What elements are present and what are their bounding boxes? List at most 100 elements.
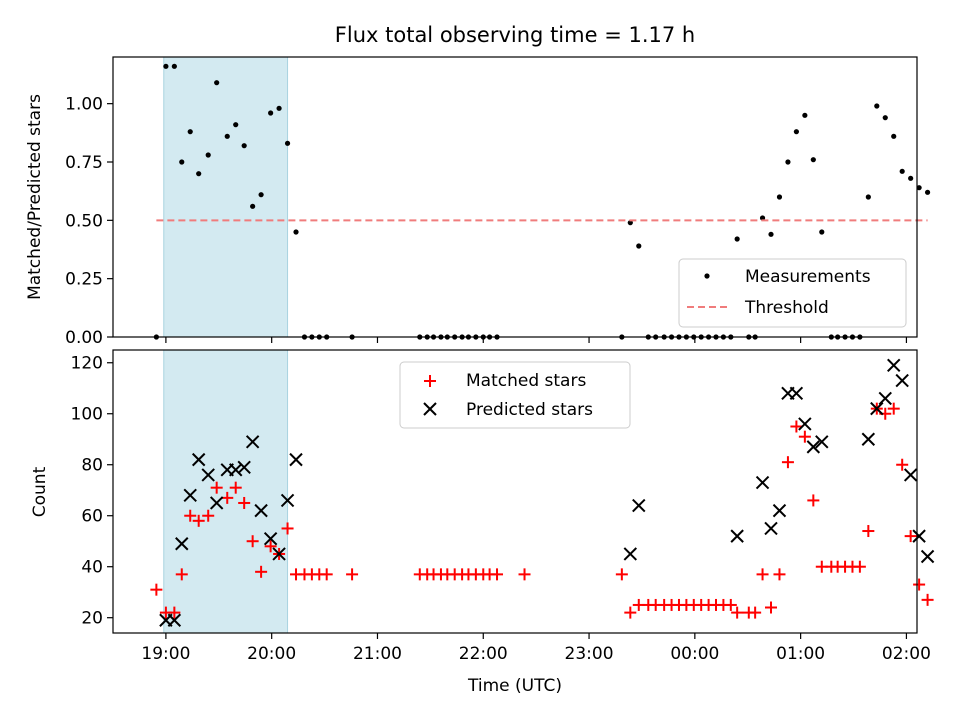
- measurement-point: [276, 105, 282, 111]
- matched-stars-point: [765, 601, 778, 614]
- matched-stars-point: [320, 568, 333, 581]
- measurement-point: [882, 115, 888, 121]
- predicted-stars-point: [254, 503, 268, 518]
- top-ytick-label: 0.50: [65, 211, 103, 231]
- top-ytick-label: 0.75: [65, 153, 103, 173]
- predicted-stars-point: [280, 493, 295, 508]
- bottom-ytick-label: 20: [81, 609, 103, 629]
- measurement-point: [759, 215, 766, 221]
- measurement-point: [802, 112, 808, 118]
- matched-stars-point: [238, 496, 251, 509]
- top-legend: Measurements Threshold: [678, 258, 907, 328]
- top-ytick-label: 1.00: [65, 95, 103, 115]
- matched-stars-point: [168, 606, 181, 619]
- predicted-stars-point: [167, 613, 182, 627]
- top-shaded-span: [163, 56, 289, 338]
- bottom-shaded-span: [163, 349, 289, 634]
- measurement-point: [187, 129, 193, 135]
- predicted-stars-point: [755, 475, 770, 490]
- bottom-ytick-label: 80: [81, 456, 103, 476]
- matched-stars-point: [807, 494, 820, 507]
- bottom-frame: [112, 349, 918, 634]
- matched-stars-point: [790, 420, 803, 433]
- predicted-stars-point: [229, 463, 243, 477]
- predicted-stars-point: [201, 468, 215, 482]
- measurement-point: [171, 63, 177, 69]
- predicted-stars-point: [764, 521, 778, 536]
- measurement-point: [874, 103, 880, 109]
- predicted-stars-point: [870, 401, 884, 416]
- matched-stars-point: [491, 568, 504, 581]
- matched-stars-point: [346, 568, 359, 581]
- bottom-legend: Matched stars Predicted stars: [399, 361, 631, 429]
- predicted-stars-point: [730, 529, 744, 543]
- bottom-xlabel: Time (UTC): [467, 676, 562, 696]
- matched-stars-point: [756, 568, 769, 581]
- legend-plus-marker: [424, 375, 436, 387]
- bottom-xtick-label: 02:00: [882, 644, 931, 664]
- predicted-stars-point: [183, 488, 197, 503]
- measurement-point: [916, 185, 922, 191]
- matched-stars-point: [896, 458, 909, 471]
- measurement-point: [196, 171, 202, 177]
- bottom-axis: 19:00 20:00 21:00 22:00 23:00 00:00 01:00 02:00…: [71, 354, 931, 664]
- predicted-stars-point: [861, 432, 876, 446]
- matched-stars-point: [221, 491, 234, 504]
- predicted-stars-point: [903, 468, 918, 482]
- measurement-point: [268, 110, 274, 116]
- measurement-point: [293, 229, 299, 235]
- top-ylabel: Matched/Predicted stars: [25, 94, 45, 300]
- matched-stars-point: [862, 525, 875, 538]
- chart-title: Flux total observing time = 1.17 h: [335, 23, 695, 47]
- matched-stars-point: [798, 430, 811, 443]
- matched-stars-point: [913, 578, 926, 591]
- legend-measurements: Measurements: [745, 267, 871, 287]
- measurement-point: [734, 236, 740, 242]
- matched-stars-point: [229, 481, 242, 494]
- measurement-point: [636, 243, 642, 249]
- bottom-ytick-label: 60: [81, 507, 103, 527]
- bottom-xtick-label: 00:00: [670, 644, 719, 664]
- predicted-stars-point: [920, 549, 935, 564]
- predicted-stars-point: [806, 440, 821, 454]
- top-ytick-label: 0.25: [65, 270, 103, 290]
- bottom-xtick-label: 19:00: [141, 644, 190, 664]
- measurement-point: [899, 168, 905, 174]
- top-frame: [112, 56, 918, 338]
- bottom-marks: [150, 358, 935, 627]
- measurement-point: [214, 80, 220, 86]
- bottom-xtick-label: 21:00: [353, 644, 402, 664]
- measurement-point: [205, 152, 211, 158]
- predicted-stars-point: [237, 460, 251, 474]
- bottom-ytick-label: 120: [71, 354, 103, 374]
- top-panel: 0.00 0.25 0.50 0.75 1.00 Matched/Predicted s…: [25, 56, 931, 348]
- predicted-stars-point: [632, 498, 646, 513]
- matched-stars-point: [255, 565, 268, 578]
- matched-stars-point: [246, 535, 259, 548]
- predicted-stars-point: [912, 529, 926, 543]
- predicted-stars-point: [772, 503, 787, 518]
- matched-stars-point: [281, 522, 294, 535]
- predicted-stars-point: [815, 435, 829, 449]
- matched-stars-point: [749, 606, 762, 619]
- predicted-stars-point: [209, 496, 224, 510]
- measurement-point: [865, 194, 871, 200]
- predicted-stars-point: [272, 547, 286, 561]
- matched-stars-point: [192, 514, 205, 527]
- predicted-stars-point: [798, 417, 812, 431]
- matched-stars-point: [781, 456, 794, 469]
- predicted-stars-point: [191, 452, 206, 467]
- measurement-point: [224, 133, 230, 139]
- measurement-point: [793, 129, 800, 135]
- top-ytick-label: 0.00: [65, 328, 103, 348]
- matched-stars-point: [624, 606, 637, 619]
- matched-stars-point: [731, 606, 744, 619]
- legend-threshold: Threshold: [744, 298, 829, 318]
- matched-stars-point: [773, 568, 786, 581]
- bottom-legend-box: [399, 361, 631, 429]
- measurement-point: [163, 63, 169, 69]
- bottom-panel: 19:00 20:00 21:00 22:00 23:00 00:00 01:00 02:00…: [30, 349, 935, 696]
- matched-stars-point: [853, 560, 866, 573]
- top-marks: [153, 63, 931, 340]
- measurement-point: [233, 122, 239, 128]
